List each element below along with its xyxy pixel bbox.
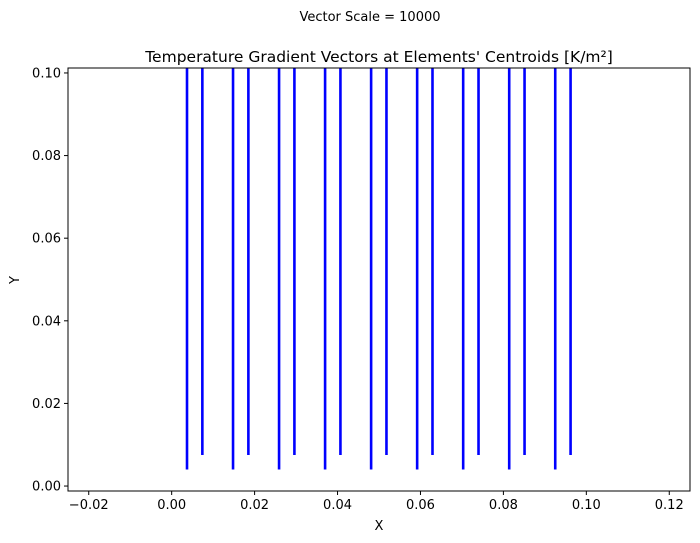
figure-suptitle: Vector Scale = 10000 <box>299 10 440 25</box>
ticks-layer: −0.02 0.00 0.02 0.04 0.06 0.08 0.10 0.12 0.00 0.0… <box>32 66 684 513</box>
x-tick-label: 0.10 <box>572 498 601 513</box>
x-tick-label: 0.06 <box>406 498 435 513</box>
y-tick-label: 0.06 <box>32 232 61 247</box>
vectors-layer <box>185 68 572 470</box>
y-axis-label: Y <box>8 276 23 285</box>
x-tick-label: 0.04 <box>323 498 352 513</box>
y-tick-label: 0.00 <box>32 480 61 495</box>
chart-title: Temperature Gradient Vectors at Elements… <box>144 48 613 66</box>
x-tick-label: 0.08 <box>489 498 518 513</box>
axes-frame <box>67 67 691 492</box>
x-axis-label: X <box>375 519 384 534</box>
x-tick-label: 0.02 <box>240 498 269 513</box>
y-tick-label: 0.04 <box>32 314 61 329</box>
x-tick-label: 0.12 <box>655 498 684 513</box>
y-tick-label: 0.08 <box>32 149 61 164</box>
y-tick-label: 0.02 <box>32 397 61 412</box>
x-tick-label: −0.02 <box>69 498 109 513</box>
y-tick-label: 0.10 <box>32 66 61 81</box>
x-tick-label: 0.00 <box>157 498 186 513</box>
